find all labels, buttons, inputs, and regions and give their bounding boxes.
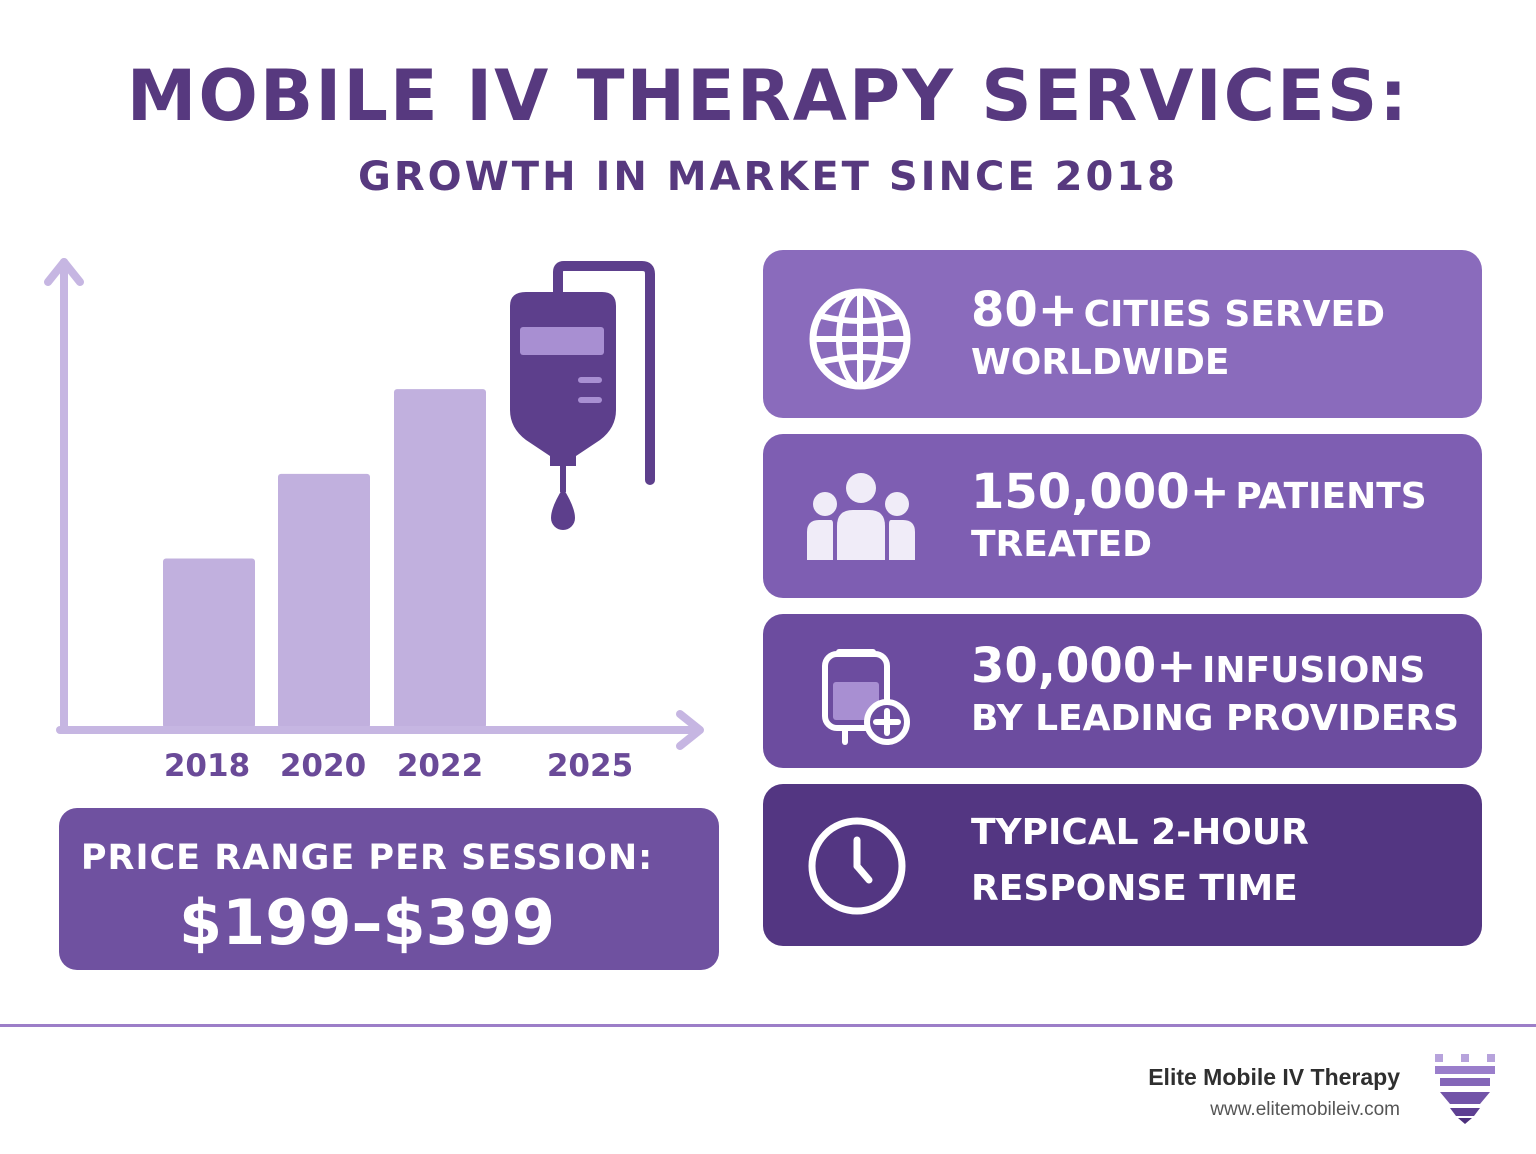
crown-logo-icon [1435, 1054, 1495, 1124]
price-label: PRICE RANGE PER SESSION: [80, 838, 654, 878]
x-tick-label-2025: 2025 [546, 748, 634, 784]
stat-line2: TREATED [971, 524, 1152, 565]
brand-name: Elite Mobile IV Therapy [1148, 1064, 1400, 1090]
page-title: MOBILE IV THERAPY SERVICES: [126, 55, 1410, 137]
x-tick-label-2022: 2022 [396, 748, 484, 784]
brand-url: www.elitemobileiv.com [1210, 1099, 1400, 1120]
price-range-card: PRICE RANGE PER SESSION: $199–$399 [59, 808, 719, 970]
stat-text: TYPICAL 2-HOUR [971, 812, 1309, 853]
footer-divider [0, 1024, 1536, 1027]
stat-line2: RESPONSE TIME [971, 868, 1298, 909]
stat-highlight: 150,000+ [971, 464, 1230, 520]
stat-card-infusions: 30,000+ INFUSIONS BY LEADING PROVIDERS [763, 614, 1482, 768]
stat-highlight: 80+ [971, 282, 1079, 338]
bar-2022 [394, 389, 486, 728]
stat-card-patients: 150,000+ PATIENTS TREATED [763, 434, 1482, 598]
x-tick-label-2018: 2018 [163, 748, 251, 784]
stat-line2: BY LEADING PROVIDERS [971, 698, 1460, 739]
stat-line2: WORLDWIDE [971, 342, 1230, 383]
globe-icon [809, 288, 911, 390]
bar-2020 [278, 473, 370, 728]
people-icon [807, 473, 915, 560]
stat-text: INFUSIONS [1202, 650, 1426, 691]
bar-2018 [163, 558, 255, 728]
price-value: $199–$399 [178, 886, 556, 959]
iv-bag-icon [510, 261, 655, 530]
page-subtitle: GROWTH IN MARKET SINCE 2018 [358, 154, 1178, 200]
stat-card-response-time: TYPICAL 2-HOUR RESPONSE TIME [763, 784, 1482, 946]
y-axis [44, 258, 84, 734]
x-axis [56, 710, 704, 750]
stat-highlight: 30,000+ [971, 638, 1197, 694]
growth-bar-chart [44, 258, 704, 750]
chart-bars [163, 389, 486, 728]
stat-text: PATIENTS [1235, 476, 1427, 517]
stat-text: CITIES SERVED [1083, 294, 1385, 335]
stat-card-cities: 80+ CITIES SERVED WORLDWIDE [763, 250, 1482, 418]
x-tick-label-2020: 2020 [279, 748, 367, 784]
clock-icon [808, 817, 906, 915]
iv-bag-plus-icon [822, 649, 910, 745]
